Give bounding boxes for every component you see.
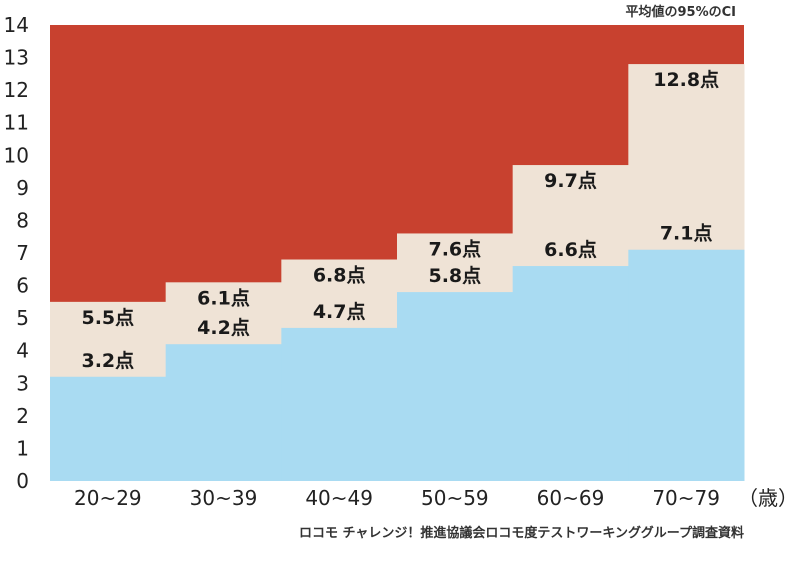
data-label-lower: 5.8点 [428, 265, 481, 287]
x-category-label: 20~29 [74, 486, 142, 510]
plot-areas [50, 25, 745, 482]
lower-step-30~39 [165, 344, 282, 481]
lower-step-70~79 [628, 249, 745, 481]
x-category-label: 70~79 [652, 486, 720, 510]
data-labels: 3.2点 5.5点 4.2点 6.1点 4.7点 6.8点 5.8点 7.6点 6.6点 9.7点… [81, 69, 719, 372]
y-tick-label: 13 [4, 46, 29, 70]
y-tick-label: 4 [16, 339, 29, 363]
y-tick-label: 3 [16, 371, 29, 395]
x-axis-unit: （歳） [738, 486, 798, 510]
data-label-upper: 6.1点 [197, 287, 250, 309]
lower-step-60~69 [512, 266, 629, 481]
y-tick-label: 2 [16, 404, 29, 428]
data-label-upper: 12.8点 [653, 69, 719, 91]
x-category-label: 30~39 [190, 486, 258, 510]
data-label-upper: 7.6点 [428, 238, 481, 260]
data-label-lower: 6.6点 [544, 239, 597, 261]
y-tick-label: 0 [16, 469, 29, 493]
y-tick-label: 11 [4, 111, 29, 135]
chart-title: 平均値の95%のCI [626, 4, 737, 20]
data-label-lower: 7.1点 [660, 223, 713, 245]
x-axis-categories: 20~29 30~39 40~49 50~59 60~69 70~79 [74, 486, 720, 510]
data-label-upper: 5.5点 [81, 307, 134, 329]
data-label-upper: 6.8点 [313, 265, 366, 287]
x-category-label: 60~69 [537, 486, 605, 510]
lower-step-40~49 [281, 327, 398, 481]
y-tick-label: 10 [4, 143, 29, 167]
data-label-lower: 3.2点 [81, 350, 134, 372]
lower-step-50~59 [397, 292, 514, 481]
y-tick-label: 5 [16, 306, 29, 330]
y-tick-label: 14 [4, 13, 29, 37]
y-tick-label: 9 [16, 176, 29, 200]
data-label-lower: 4.7点 [313, 301, 366, 323]
source-note: ロコモ チャレンジ！推進協議会ロコモ度テストワーキンググループ調査資料 [299, 525, 744, 541]
data-label-upper: 9.7点 [544, 170, 597, 192]
y-tick-label: 6 [16, 274, 29, 298]
y-tick-label: 1 [16, 436, 29, 460]
y-tick-label: 8 [16, 208, 29, 232]
lower-step-20~29 [50, 376, 167, 481]
y-tick-label: 12 [4, 78, 29, 102]
x-category-label: 50~59 [421, 486, 489, 510]
data-label-lower: 4.2点 [197, 317, 250, 339]
y-tick-label: 7 [16, 241, 29, 265]
x-category-label: 40~49 [305, 486, 373, 510]
